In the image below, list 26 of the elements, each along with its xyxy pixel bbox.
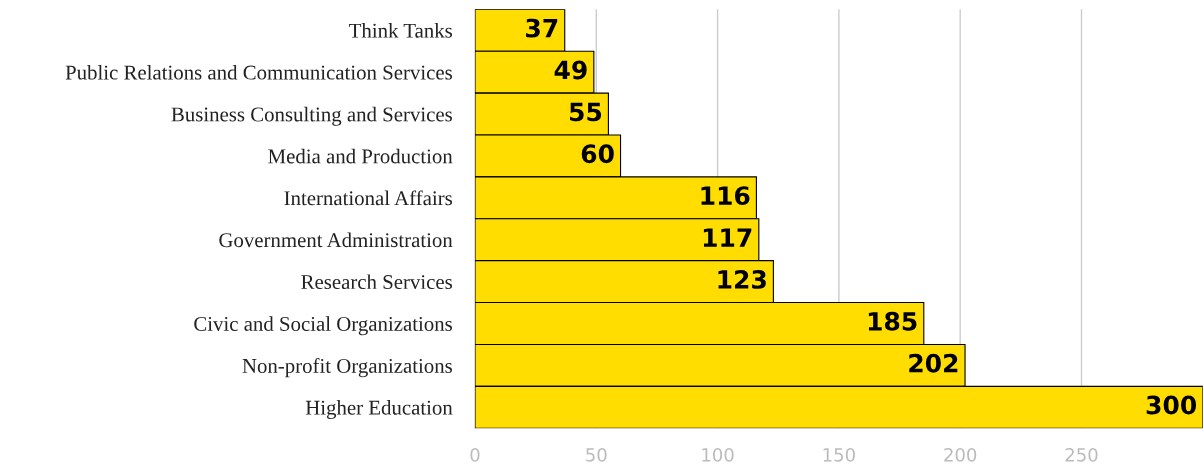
y-tick-label: Research Services xyxy=(301,274,452,290)
data-label: 202 xyxy=(909,353,958,373)
x-tick-label: 0 xyxy=(470,447,480,462)
data-label: 116 xyxy=(701,186,750,206)
x-tick-label: 150 xyxy=(823,447,855,462)
data-label: 37 xyxy=(526,18,558,38)
x-tick-label: 50 xyxy=(586,447,607,462)
y-tick-label: International Affairs xyxy=(284,190,452,206)
data-label: 49 xyxy=(554,60,587,80)
x-tick-label: 250 xyxy=(1065,447,1098,462)
data-label: 60 xyxy=(581,144,614,164)
y-tick-label: Business Consulting and Services xyxy=(171,106,452,126)
y-tick-label: Higher Education xyxy=(305,400,453,419)
y-tick-label: Media and Production xyxy=(268,148,453,164)
y-tick-label: Civic and Social Organizations xyxy=(194,316,452,336)
data-label: 55 xyxy=(570,102,602,122)
y-tick-label: Think Tanks xyxy=(349,23,452,38)
data-label: 117 xyxy=(703,228,752,247)
y-tick-label: Government Administration xyxy=(219,232,453,248)
x-tick-label: 100 xyxy=(702,447,734,462)
data-label: 123 xyxy=(718,269,766,289)
y-tick-label: Non-profit Organizations xyxy=(242,358,452,378)
data-label: 300 xyxy=(1146,395,1197,415)
data-label: 185 xyxy=(868,311,917,331)
y-tick-label: Public Relations and Communication Services xyxy=(65,64,452,80)
x-tick-label: 200 xyxy=(944,447,977,462)
